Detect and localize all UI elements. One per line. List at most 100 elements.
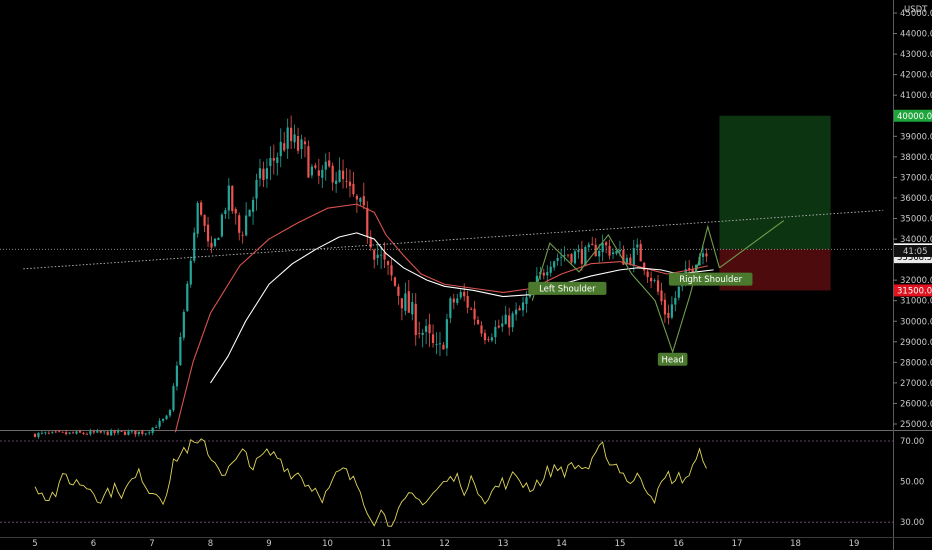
candle-body xyxy=(608,245,611,256)
date-tick-label: 14 xyxy=(556,539,567,549)
candle-body xyxy=(251,199,255,212)
date-tick-label: 17 xyxy=(732,539,743,549)
price-tick-label: 39000.00 xyxy=(900,132,932,142)
candle-body xyxy=(646,271,649,278)
candle-body xyxy=(490,337,493,341)
date-tick-label: 6 xyxy=(91,539,96,549)
candle-body xyxy=(487,338,490,340)
date-tick-label: 15 xyxy=(615,539,626,549)
candle-body xyxy=(44,432,47,434)
candle-body xyxy=(480,325,483,334)
candle-body xyxy=(473,308,476,320)
candle-body xyxy=(272,158,275,161)
candle-body xyxy=(217,238,220,241)
candle-body xyxy=(78,430,82,433)
pattern-label-box xyxy=(668,272,753,286)
price-label: 40000.00 xyxy=(897,112,932,122)
candle-body xyxy=(636,244,639,248)
candle-body xyxy=(61,431,64,433)
candle-body xyxy=(82,432,85,434)
candle-body xyxy=(238,215,241,233)
candle-body xyxy=(688,268,691,270)
candle-body xyxy=(445,319,448,349)
candle-body xyxy=(677,286,680,298)
candle-body xyxy=(231,185,234,212)
price-tick-label: 44000.00 xyxy=(900,30,932,40)
candle-body xyxy=(255,179,258,199)
price-tick-label: 35000.00 xyxy=(900,215,932,225)
candle-body xyxy=(310,166,313,176)
candle-body xyxy=(629,257,632,265)
candle-body xyxy=(407,291,410,313)
rsi-tick-label: 70.00 xyxy=(900,437,924,447)
price-tick-label: 28000.00 xyxy=(900,358,932,368)
price-axis[interactable]: 25000.00 26000.00 27000.00 28000.00 29000.00… xyxy=(893,9,932,430)
rsi-tick-label: 30.00 xyxy=(900,518,924,528)
candle-body xyxy=(366,207,369,237)
candle-body xyxy=(130,430,134,432)
price-tick-label: 31000.00 xyxy=(900,297,932,307)
candle-body xyxy=(656,280,660,292)
candle-body xyxy=(161,418,165,421)
candle-body xyxy=(103,431,106,433)
candle-body xyxy=(470,308,473,310)
candle-body xyxy=(352,183,355,195)
candle-body xyxy=(241,234,244,236)
candle-body xyxy=(248,209,251,217)
candle-body xyxy=(68,432,71,434)
neckline xyxy=(23,209,884,270)
price-label: 31500.00 xyxy=(897,286,932,296)
pattern-label: Head xyxy=(662,355,684,365)
projection-line xyxy=(719,220,785,269)
price-tick-label: 45000.00 xyxy=(900,9,932,19)
head-and-shoulders-pattern[interactable]: Left Shoulder Head Right Shoulder xyxy=(23,209,884,366)
candle-body xyxy=(58,431,61,433)
candle-body xyxy=(418,333,421,335)
currency-label: USDT xyxy=(904,5,928,15)
candle-body xyxy=(466,295,469,308)
candle-body xyxy=(141,431,144,434)
candle-body xyxy=(584,247,587,266)
candle-body xyxy=(456,298,459,303)
price-tick-label: 26000.00 xyxy=(900,399,932,409)
candle-body xyxy=(345,181,348,183)
candle-body xyxy=(421,332,424,335)
candle-body xyxy=(220,214,224,237)
candle-body xyxy=(577,250,580,252)
candle-body xyxy=(362,196,365,206)
candle-body xyxy=(172,385,175,411)
date-tick-label: 16 xyxy=(673,539,684,549)
candle-body xyxy=(476,319,480,324)
candle-body xyxy=(625,258,628,264)
candle-body xyxy=(643,262,646,271)
candle-body xyxy=(369,237,372,248)
date-tick-label: 11 xyxy=(381,539,392,549)
candle-body xyxy=(705,253,708,257)
candle-body xyxy=(314,165,317,168)
candle-body xyxy=(542,272,545,276)
candle-body xyxy=(331,165,334,183)
candle-body xyxy=(411,302,414,315)
candle-body xyxy=(123,431,127,435)
date-tick-label: 10 xyxy=(322,539,333,549)
candle-body xyxy=(206,224,210,242)
date-tick-label: 18 xyxy=(790,539,801,549)
candle-body xyxy=(116,430,120,433)
price-tick-label: 30000.00 xyxy=(900,317,932,327)
time-axis[interactable]: 5 6 7 8 9 10 11 12 13 14 15 16 17 18 19 xyxy=(32,539,859,549)
candle-body xyxy=(269,158,272,167)
candle-body xyxy=(435,344,438,345)
candle-body xyxy=(283,143,286,151)
candle-body xyxy=(632,248,635,266)
candles xyxy=(33,115,708,439)
candle-body xyxy=(258,168,262,179)
price-tick-label: 34000.00 xyxy=(900,235,932,245)
candle-body xyxy=(566,254,570,256)
candle-body xyxy=(137,431,140,435)
moving-averages xyxy=(174,203,714,433)
candle-body xyxy=(511,313,514,328)
candle-body xyxy=(660,290,663,302)
candle-body xyxy=(667,312,670,319)
candle-body xyxy=(605,242,608,246)
ema-fast-line xyxy=(174,203,708,433)
